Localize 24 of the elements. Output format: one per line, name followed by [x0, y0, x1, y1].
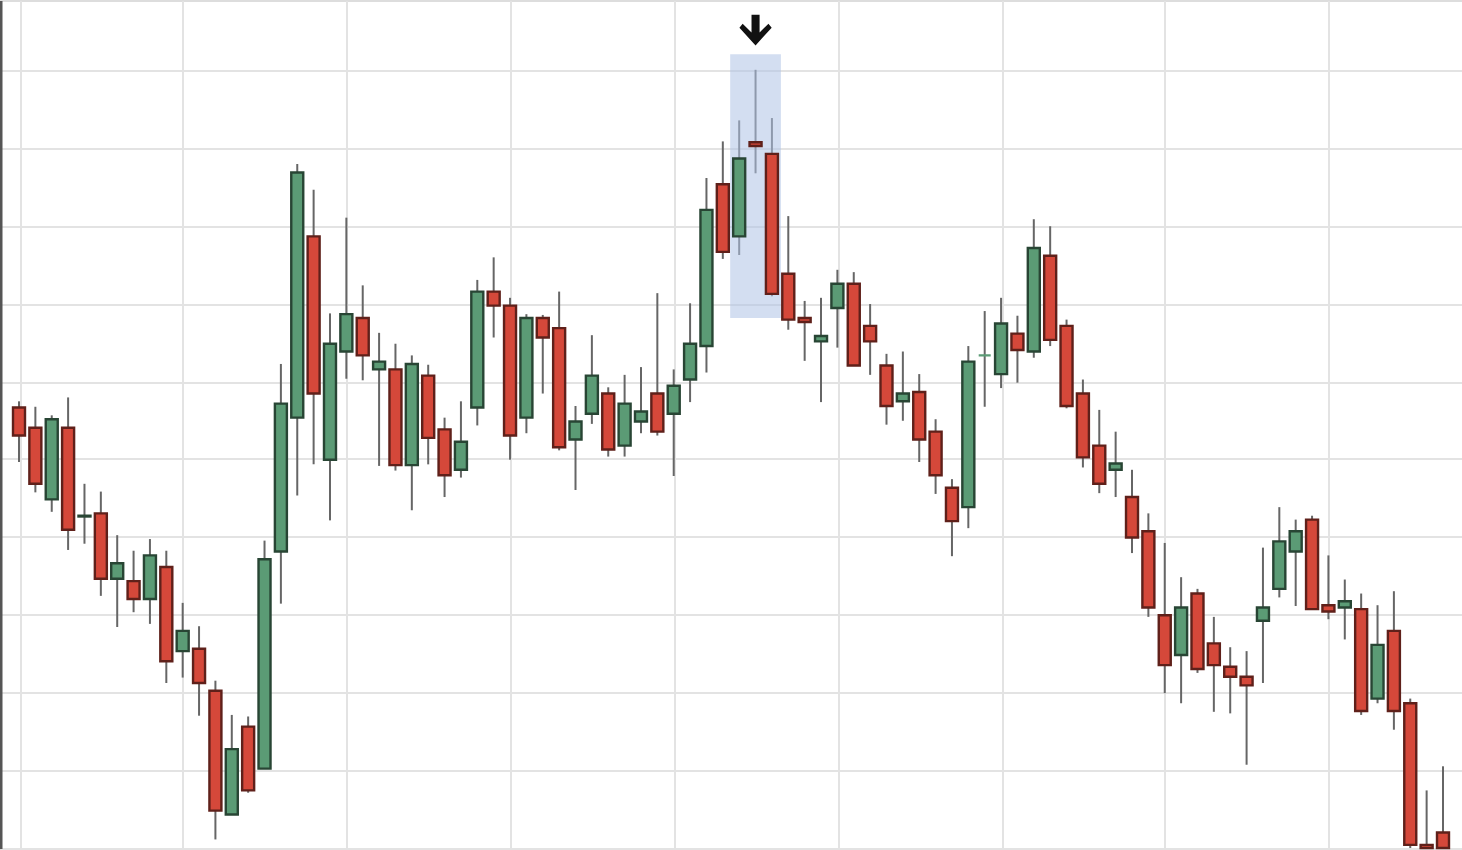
candlestick [1255, 546, 1271, 685]
candlestick [666, 368, 681, 478]
candlestick [371, 331, 387, 467]
candlestick [142, 538, 158, 625]
candlestick [568, 404, 583, 492]
candlestick [191, 625, 207, 717]
candlestick [584, 334, 600, 425]
candlestick [1108, 430, 1123, 499]
candlestick [1010, 314, 1025, 384]
candlestick [813, 296, 829, 404]
candlestick [77, 482, 92, 545]
candlestick [830, 268, 845, 349]
candlestick [110, 534, 125, 628]
candlestick [650, 292, 665, 437]
candlestick [1173, 576, 1189, 705]
candlestick [355, 284, 370, 382]
candlestick [175, 601, 190, 679]
candlestick [453, 400, 469, 479]
candlestick [895, 350, 911, 422]
candlestick [879, 352, 894, 426]
candlestick [1337, 578, 1352, 641]
candlestick [748, 68, 763, 175]
candlestick [944, 478, 960, 558]
candlestick [126, 549, 141, 614]
